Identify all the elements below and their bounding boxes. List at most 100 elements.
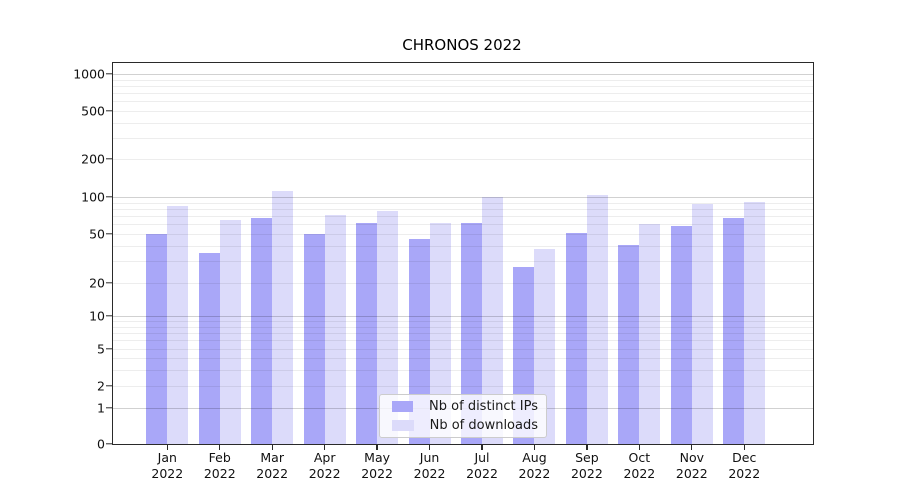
minor-gridline-600 (113, 101, 813, 103)
minor-gridline-700 (113, 93, 813, 94)
minor-gridline-900 (113, 79, 813, 81)
x-tick-label-feb: Feb 2022 (203, 450, 236, 481)
bar-jan-distinct-ips (146, 234, 168, 444)
y-tick-label-500: 500 (81, 103, 105, 119)
legend-swatch-downloads (392, 419, 414, 431)
minor-gridline-800 (113, 85, 813, 87)
minor-gridline-20 (113, 283, 813, 284)
minor-gridline-8 (113, 326, 813, 328)
y-tick-label-0: 0 (97, 436, 105, 452)
bar-mar-downloads (272, 190, 294, 444)
y-tick-label-5: 5 (97, 341, 105, 357)
x-tick-mark-jul (481, 445, 483, 450)
x-tick-mark-jan (166, 445, 168, 450)
plot-area: 0 1 2 5 10 20 50 100 200 500 1000 Jan 2022 Feb 2022 Ma… (73, 62, 814, 481)
bar-nov-downloads (691, 203, 713, 444)
legend-label-distinct-ips: Nb of distinct IPs (429, 399, 538, 415)
minor-gridline-70 (113, 216, 813, 217)
minor-gridline-7 (113, 333, 813, 334)
minor-gridline-30 (113, 261, 813, 263)
x-tick-mark-apr (323, 445, 326, 450)
bar-apr-distinct-ips (303, 234, 325, 444)
y-tick-label-1: 1 (97, 400, 105, 416)
legend-label-downloads: Nb of downloads (429, 417, 538, 433)
bar-jun-downloads (429, 223, 451, 444)
minor-gridline-40 (113, 245, 813, 247)
x-tick-label-jun: Jun 2022 (413, 450, 446, 481)
y-tick-label-2: 2 (97, 378, 105, 394)
minor-gridline-300 (113, 137, 813, 139)
bar-feb-distinct-ips (198, 253, 220, 444)
minor-gridline-4 (113, 358, 813, 359)
minor-gridline-200 (113, 159, 813, 160)
bar-sep-downloads (586, 194, 608, 444)
y-tick-mark-10 (106, 315, 112, 317)
bar-jul-downloads (482, 197, 503, 444)
y-tick-label-200: 200 (81, 151, 105, 167)
x-tick-label-aug: Aug 2022 (518, 450, 551, 481)
bar-mar-distinct-ips (251, 217, 273, 444)
x-tick-mark-nov (691, 445, 693, 450)
bar-oct-downloads (639, 224, 661, 444)
minor-gridline-3 (113, 369, 813, 371)
minor-gridline-400 (113, 122, 813, 124)
y-tick-mark-0 (106, 443, 112, 445)
bar-jul-distinct-ips (461, 222, 482, 444)
y-tick-label-100: 100 (81, 189, 105, 205)
legend-row-distinct-ips: Nb of distinct IPs (388, 398, 538, 415)
bar-oct-distinct-ips (618, 244, 640, 444)
x-tick-mark-jun (428, 445, 431, 450)
minor-gridline-90 (113, 202, 813, 204)
bar-feb-downloads (219, 220, 241, 444)
minor-gridline-60 (113, 224, 813, 226)
x-tick-mark-sep (586, 445, 588, 450)
x-tick-mark-feb (219, 445, 221, 450)
bar-sep-distinct-ips (565, 232, 587, 444)
x-tick-label-dec: Dec 2022 (728, 450, 761, 481)
legend-row-downloads: Nb of downloads (388, 417, 538, 434)
y-tick-mark-1000 (106, 73, 112, 75)
x-tick-mark-may (376, 445, 378, 450)
y-tick-mark-100 (106, 196, 112, 198)
x-tick-mark-dec (743, 445, 745, 450)
minor-gridline-5 (113, 349, 813, 350)
bar-dec-distinct-ips (723, 218, 745, 444)
x-tick-label-mar: Mar 2022 (256, 450, 289, 481)
bar-jan-downloads (167, 206, 189, 444)
x-tick-label-sep: Sep 2022 (570, 450, 603, 481)
bar-apr-downloads (324, 215, 346, 444)
y-tick-label-1000: 1000 (73, 66, 105, 82)
y-tick-mark-1 (106, 407, 112, 409)
y-tick-mark-200 (106, 158, 112, 160)
y-tick-label-50: 50 (89, 226, 105, 242)
major-gridline-10 (113, 316, 813, 317)
minor-gridline-2 (113, 386, 813, 387)
minor-gridline-6 (113, 340, 813, 342)
y-tick-mark-5 (106, 348, 112, 350)
bar-dec-downloads (744, 201, 766, 444)
y-tick-mark-50 (106, 233, 112, 235)
bar-may-distinct-ips (356, 222, 378, 444)
y-tick-label-20: 20 (89, 275, 105, 291)
y-tick-mark-500 (106, 110, 112, 112)
x-tick-label-jul: Jul 2022 (466, 450, 498, 481)
y-tick-mark-2 (106, 385, 112, 387)
x-tick-label-oct: Oct 2022 (623, 450, 656, 481)
major-gridline-1000 (113, 74, 813, 75)
x-tick-label-jan: Jan 2022 (151, 450, 184, 481)
x-tick-mark-oct (638, 445, 641, 450)
bar-may-downloads (377, 211, 399, 444)
minor-gridline-9 (113, 321, 813, 322)
y-tick-label-10: 10 (89, 308, 105, 324)
x-tick-mark-aug (533, 445, 536, 450)
legend: Nb of distinct IPs Nb of downloads (379, 394, 547, 438)
x-tick-label-apr: Apr 2022 (308, 450, 341, 481)
bar-nov-distinct-ips (670, 226, 692, 444)
chart-title: CHRONOS 2022 (402, 36, 522, 54)
minor-gridline-50 (113, 234, 813, 235)
x-tick-label-may: May 2022 (361, 450, 393, 481)
minor-gridline-500 (113, 111, 813, 112)
minor-gridline-80 (113, 208, 813, 210)
legend-swatch-distinct-ips (392, 401, 414, 413)
